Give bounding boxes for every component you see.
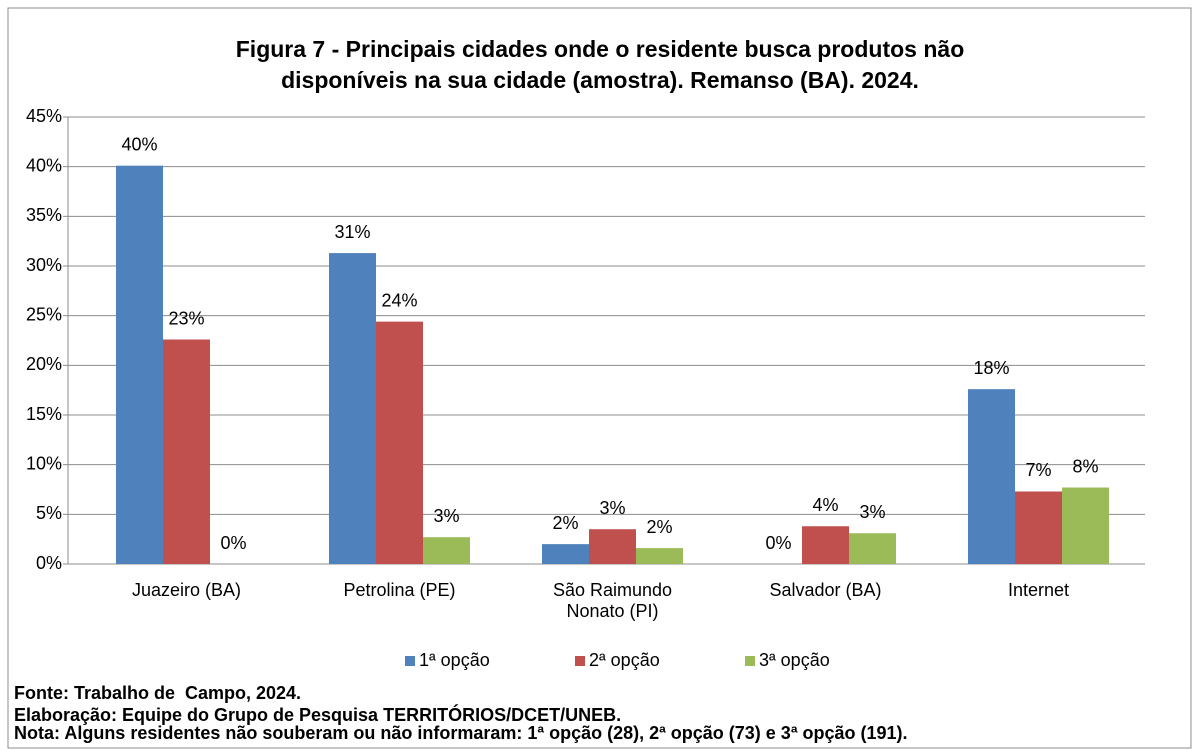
- legend-swatch: [575, 656, 585, 666]
- value-label: 7%: [1025, 460, 1051, 480]
- x-tick-label: Internet: [1007, 580, 1070, 600]
- y-tick-label: 45%: [26, 106, 62, 126]
- chart-border: [7, 7, 1192, 749]
- bar: [423, 537, 470, 564]
- bar: [589, 529, 636, 564]
- y-tick-label: 40%: [26, 155, 62, 175]
- y-tick-label: 30%: [26, 255, 62, 275]
- bar: [329, 253, 376, 564]
- bar: [163, 339, 210, 564]
- bar: [1062, 487, 1109, 564]
- y-tick-label: 10%: [26, 453, 62, 473]
- bar: [968, 389, 1015, 564]
- legend-swatch: [745, 656, 755, 666]
- value-label: 18%: [973, 358, 1009, 378]
- y-tick-label: 35%: [26, 205, 62, 225]
- y-tick-label: 20%: [26, 354, 62, 374]
- bar: [636, 548, 683, 564]
- value-label: 23%: [168, 308, 204, 328]
- value-label: 0%: [765, 533, 791, 553]
- y-tick-label: 5%: [36, 503, 62, 523]
- bar: [1015, 491, 1062, 564]
- legend-swatch: [405, 656, 415, 666]
- chart-title: Figura 7 - Principais cidades onde o res…: [235, 36, 971, 93]
- value-label: 3%: [433, 506, 459, 526]
- x-tick-label: São Raimundo Nonato (PI): [552, 580, 678, 621]
- x-tick-label: Juazeiro (BA): [131, 580, 242, 600]
- legend-label: 3ª opção: [759, 650, 830, 670]
- legend-label: 1ª opção: [419, 650, 490, 670]
- value-label: 4%: [812, 495, 838, 515]
- value-label: 8%: [1072, 456, 1098, 476]
- value-label: 24%: [381, 290, 417, 310]
- bar: [116, 165, 163, 564]
- y-tick-label: 15%: [26, 404, 62, 424]
- value-label: 0%: [220, 533, 246, 553]
- bar: [376, 321, 423, 564]
- x-tick-label: Petrolina (PE): [343, 580, 456, 600]
- credit: Elaboração: Equipe do Grupo de Pesquisa …: [14, 705, 622, 725]
- value-label: 31%: [334, 222, 370, 242]
- y-tick-label: 0%: [36, 553, 62, 573]
- legend-label: 2ª opção: [589, 650, 660, 670]
- bar: [542, 544, 589, 564]
- y-tick-label: 25%: [26, 304, 62, 324]
- value-label: 3%: [599, 498, 625, 518]
- x-tick-label: Salvador (BA): [769, 580, 882, 600]
- value-label: 2%: [646, 517, 672, 537]
- note: Nota: Alguns residentes não souberam ou …: [14, 723, 908, 743]
- value-label: 40%: [121, 134, 157, 154]
- value-label: 3%: [859, 502, 885, 522]
- bar: [849, 533, 896, 564]
- source: Fonte: Trabalho de Campo, 2024.: [14, 683, 302, 703]
- bar: [802, 526, 849, 564]
- value-label: 2%: [552, 513, 578, 533]
